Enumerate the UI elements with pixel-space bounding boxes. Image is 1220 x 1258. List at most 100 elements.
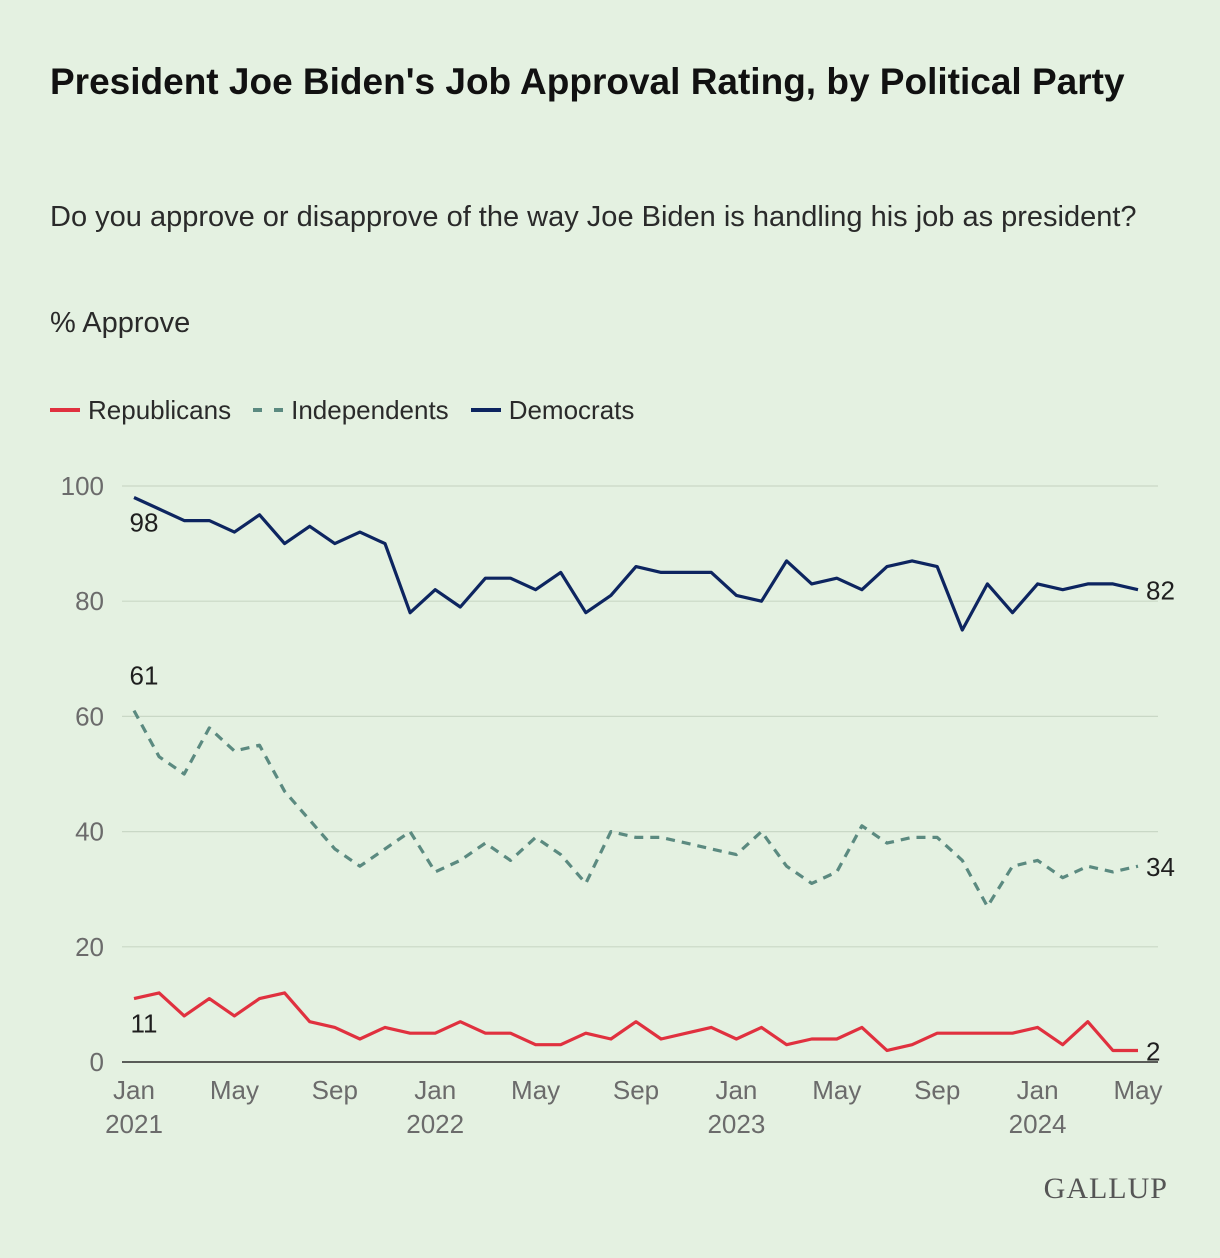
data-point-republicans — [383, 1026, 386, 1029]
data-point-democrats — [283, 542, 286, 545]
data-point-independents — [434, 870, 437, 873]
data-point-independents — [308, 818, 311, 821]
data-point-independents — [835, 870, 838, 873]
data-point-republicans — [860, 1026, 863, 1029]
x-tick-label-2021-05: May — [210, 1075, 259, 1105]
data-point-democrats — [358, 530, 361, 533]
data-point-republicans — [609, 1037, 612, 1040]
data-point-independents — [534, 836, 537, 839]
data-point-independents — [609, 830, 612, 833]
data-point-republicans — [710, 1026, 713, 1029]
data-point-independents — [785, 865, 788, 868]
legend-item-democrats[interactable]: Democrats — [470, 394, 635, 426]
y-tick-label-0: 0 — [90, 1047, 104, 1077]
start-label-democrats: 98 — [130, 508, 159, 538]
data-point-democrats — [183, 519, 186, 522]
data-point-republicans — [132, 997, 135, 1000]
data-point-democrats — [835, 577, 838, 580]
legend-label-democrats: Democrats — [508, 394, 635, 425]
data-point-independents — [183, 772, 186, 775]
data-point-republicans — [885, 1049, 888, 1052]
y-tick-label-80: 80 — [75, 586, 104, 616]
data-point-republicans — [760, 1026, 763, 1029]
data-point-independents — [810, 882, 813, 885]
chart-subtitle: Do you approve or disapprove of the way … — [50, 201, 1137, 233]
data-point-republicans — [308, 1020, 311, 1023]
legend-label-republicans: Republicans — [88, 394, 232, 425]
x-tick-label-2022-01: Jan — [414, 1075, 456, 1105]
data-point-democrats — [534, 588, 537, 591]
data-point-democrats — [1086, 582, 1089, 585]
data-point-democrats — [1036, 582, 1039, 585]
data-point-independents — [1086, 865, 1089, 868]
data-point-republicans — [333, 1026, 336, 1029]
data-point-republicans — [835, 1037, 838, 1040]
end-label-independents: 34 — [1146, 852, 1175, 882]
y-tick-label-40: 40 — [75, 817, 104, 847]
legend-item-republicans[interactable]: Republicans — [50, 395, 231, 426]
data-point-independents — [911, 836, 914, 839]
x-tick-label-2021-01-year: 2021 — [105, 1109, 163, 1139]
data-point-democrats — [885, 565, 888, 568]
data-point-republicans — [1136, 1049, 1139, 1052]
data-point-independents — [233, 749, 236, 752]
data-point-republicans — [685, 1032, 688, 1035]
x-tick-label-2023-05: May — [812, 1075, 861, 1105]
start-label-republicans: 11 — [131, 1009, 158, 1039]
data-point-republicans — [459, 1020, 462, 1023]
data-point-democrats — [509, 577, 512, 580]
data-point-democrats — [911, 559, 914, 562]
data-point-republicans — [233, 1014, 236, 1017]
data-point-republicans — [735, 1037, 738, 1040]
data-point-independents — [860, 824, 863, 827]
data-point-democrats — [1061, 588, 1064, 591]
data-point-independents — [158, 755, 161, 758]
x-tick-label-2023-09: Sep — [914, 1075, 960, 1105]
y-tick-label-20: 20 — [75, 932, 104, 962]
data-point-democrats — [1136, 588, 1139, 591]
data-point-democrats — [609, 594, 612, 597]
data-point-democrats — [258, 513, 261, 516]
data-point-republicans — [911, 1043, 914, 1046]
data-point-independents — [409, 830, 412, 833]
data-point-democrats — [308, 525, 311, 528]
data-point-democrats — [710, 571, 713, 574]
data-point-independents — [1011, 865, 1014, 868]
data-point-republicans — [208, 997, 211, 1000]
x-tick-label-2022-01-year: 2022 — [406, 1109, 464, 1139]
legend-item-independents[interactable]: Independents — [253, 395, 449, 426]
data-point-democrats — [233, 530, 236, 533]
y-tick-label-100: 100 — [61, 471, 104, 501]
data-point-independents — [459, 859, 462, 862]
x-tick-label-2022-09: Sep — [613, 1075, 659, 1105]
legend: Republicans Independents Democrats — [50, 390, 656, 430]
data-point-republicans — [1036, 1026, 1039, 1029]
data-point-democrats — [383, 542, 386, 545]
x-tick-label-2024-05: May — [1113, 1075, 1162, 1105]
data-point-republicans — [358, 1037, 361, 1040]
data-point-democrats — [484, 577, 487, 580]
data-point-independents — [1136, 865, 1139, 868]
data-point-independents — [383, 847, 386, 850]
data-point-independents — [333, 847, 336, 850]
data-point-republicans — [1061, 1043, 1064, 1046]
data-point-independents — [660, 836, 663, 839]
data-point-republicans — [258, 997, 261, 1000]
data-point-democrats — [1011, 611, 1014, 614]
y-tick-label-60: 60 — [75, 701, 104, 731]
data-point-republicans — [810, 1037, 813, 1040]
data-point-democrats — [132, 496, 135, 499]
data-point-independents — [208, 726, 211, 729]
data-point-independents — [685, 842, 688, 845]
data-point-independents — [132, 709, 135, 712]
data-point-independents — [584, 882, 587, 885]
end-label-democrats: 82 — [1146, 576, 1175, 606]
data-point-democrats — [660, 571, 663, 574]
data-point-independents — [986, 905, 989, 908]
data-point-independents — [283, 790, 286, 793]
data-point-republicans — [534, 1043, 537, 1046]
data-point-republicans — [409, 1032, 412, 1035]
start-label-independents: 61 — [130, 661, 159, 691]
legend-swatch-democrats — [470, 408, 501, 412]
data-point-independents — [559, 853, 562, 856]
